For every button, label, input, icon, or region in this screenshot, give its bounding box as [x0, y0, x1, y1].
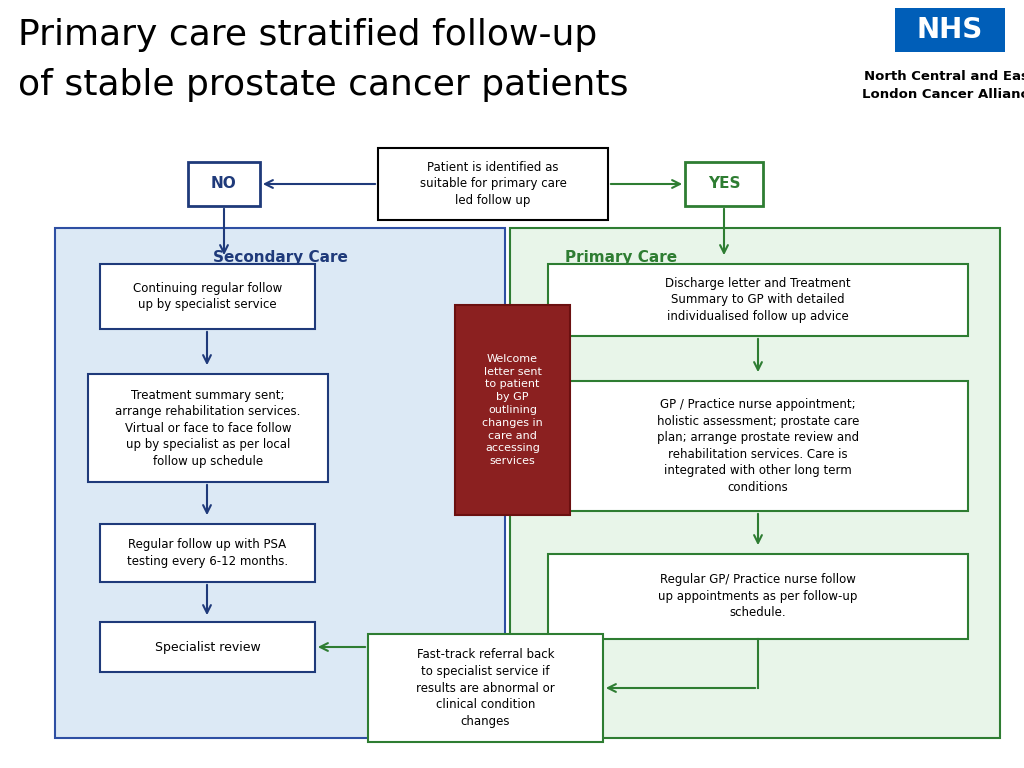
Bar: [548, 381, 968, 511]
Bar: [88, 374, 328, 482]
Bar: [55, 228, 505, 738]
Bar: [378, 148, 608, 220]
Text: Treatment summary sent;
arrange rehabilitation services.
Virtual or face to face: Treatment summary sent; arrange rehabili…: [116, 389, 301, 468]
Text: of stable prostate cancer patients: of stable prostate cancer patients: [18, 68, 629, 102]
Text: NHS: NHS: [916, 16, 983, 44]
Bar: [510, 228, 1000, 738]
Text: Fast-track referral back
to specialist service if
results are abnormal or
clinic: Fast-track referral back to specialist s…: [416, 648, 555, 727]
Text: Primary care stratified follow-up: Primary care stratified follow-up: [18, 18, 597, 52]
Text: Continuing regular follow
up by specialist service: Continuing regular follow up by speciali…: [133, 282, 283, 311]
Text: Primary Care: Primary Care: [565, 250, 677, 265]
Text: Patient is identified as
suitable for primary care
led follow up: Patient is identified as suitable for pr…: [420, 161, 566, 207]
Bar: [188, 162, 260, 206]
Bar: [548, 554, 968, 639]
Bar: [685, 162, 763, 206]
Bar: [548, 264, 968, 336]
Bar: [368, 634, 603, 742]
Text: Specialist review: Specialist review: [155, 641, 260, 654]
Bar: [455, 305, 570, 515]
Bar: [100, 264, 315, 329]
Bar: [895, 8, 1005, 52]
Text: London Cancer Alliance: London Cancer Alliance: [862, 88, 1024, 101]
Text: North Central and East: North Central and East: [864, 70, 1024, 83]
Text: Welcome
letter sent
to patient
by GP
outlining
changes in
care and
accessing
ser: Welcome letter sent to patient by GP out…: [482, 354, 543, 466]
Text: GP / Practice nurse appointment;
holistic assessment; prostate care
plan; arrang: GP / Practice nurse appointment; holisti…: [656, 399, 859, 494]
Text: YES: YES: [708, 177, 740, 191]
Bar: [100, 524, 315, 582]
Text: Regular follow up with PSA
testing every 6-12 months.: Regular follow up with PSA testing every…: [127, 538, 288, 568]
Text: NO: NO: [211, 177, 237, 191]
Bar: [100, 622, 315, 672]
Text: Discharge letter and Treatment
Summary to GP with detailed
individualised follow: Discharge letter and Treatment Summary t…: [666, 277, 851, 323]
Text: Secondary Care: Secondary Care: [213, 250, 347, 265]
Text: Regular GP/ Practice nurse follow
up appointments as per follow-up
schedule.: Regular GP/ Practice nurse follow up app…: [658, 574, 858, 620]
